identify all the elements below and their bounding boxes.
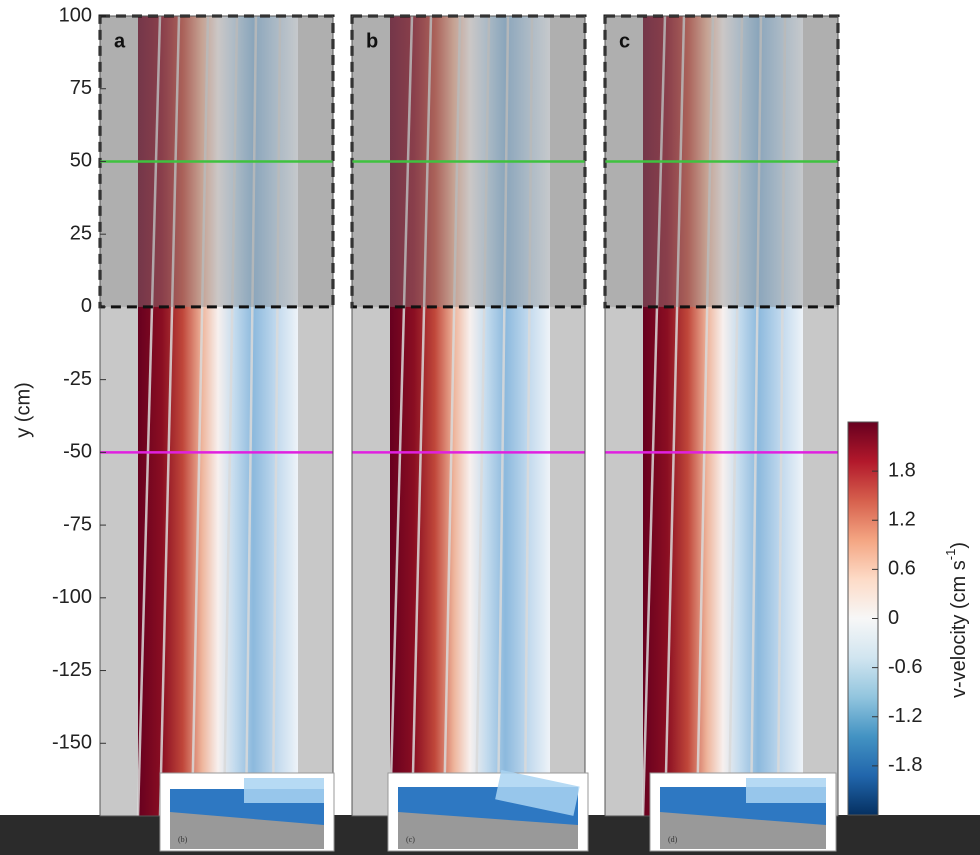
streakline	[749, 15, 763, 817]
colorbar-tick-label: 0.6	[888, 558, 916, 580]
streakline	[695, 15, 715, 817]
inset-ground	[170, 812, 324, 849]
inset-label: (c)	[406, 835, 415, 844]
y-tick-label: 100	[59, 4, 92, 26]
inset-ground	[398, 812, 578, 849]
y-tick-label: -125	[52, 659, 92, 681]
y-tick-label: -25	[63, 368, 92, 390]
inset-block	[495, 769, 580, 816]
colorbar-title-sup: -1	[943, 549, 958, 561]
velocity-field	[390, 16, 550, 816]
colorbar-tick-label: 1.2	[888, 509, 916, 531]
streakline	[136, 15, 162, 817]
inset-block	[244, 778, 324, 803]
y-tick-label: 25	[70, 222, 92, 244]
colorbar-tick-label: 0	[888, 607, 899, 629]
colorbar-tick-label: -0.6	[888, 656, 922, 678]
streakline	[244, 15, 258, 817]
inset-ground	[660, 812, 826, 849]
velocity-field	[138, 16, 298, 816]
y-tick-label: 0	[81, 295, 92, 317]
streakline	[410, 15, 433, 817]
y-tick-label: -75	[63, 513, 92, 535]
streakline	[641, 15, 667, 817]
streakline	[496, 15, 510, 817]
colorbar-title-end: )	[948, 542, 970, 549]
streakline	[523, 15, 534, 817]
panel-label: b	[366, 30, 378, 52]
colorbar-title-main: v-velocity (cm s	[948, 560, 970, 698]
colorbar-tick-label: 1.8	[888, 459, 916, 481]
y-tick-label: -150	[52, 732, 92, 754]
streakline	[776, 15, 787, 817]
velocity-field	[643, 16, 803, 816]
streakline	[190, 15, 210, 817]
y-axis-title: y (cm)	[12, 382, 34, 438]
streakline	[158, 15, 181, 817]
colorbar-tick-label: -1.2	[888, 705, 922, 727]
streakline	[727, 15, 744, 817]
y-tick-label: 75	[70, 77, 92, 99]
inset-label: (b)	[178, 835, 188, 844]
panel-label: a	[114, 30, 126, 52]
y-tick-label: 50	[70, 150, 92, 172]
streakline	[663, 15, 686, 817]
streakline	[388, 15, 414, 817]
y-tick-label: -100	[52, 586, 92, 608]
streakline	[271, 15, 282, 817]
streakline	[222, 15, 239, 817]
streakline	[474, 15, 491, 817]
colorbar-title: v-velocity (cm s-1)	[943, 542, 970, 698]
inset-label: (d)	[668, 835, 678, 844]
streakline	[442, 15, 462, 817]
colorbar-tick-label: -1.8	[888, 754, 922, 776]
inset-block	[746, 778, 826, 803]
y-tick-label: -50	[63, 441, 92, 463]
panel-label: c	[619, 30, 630, 52]
